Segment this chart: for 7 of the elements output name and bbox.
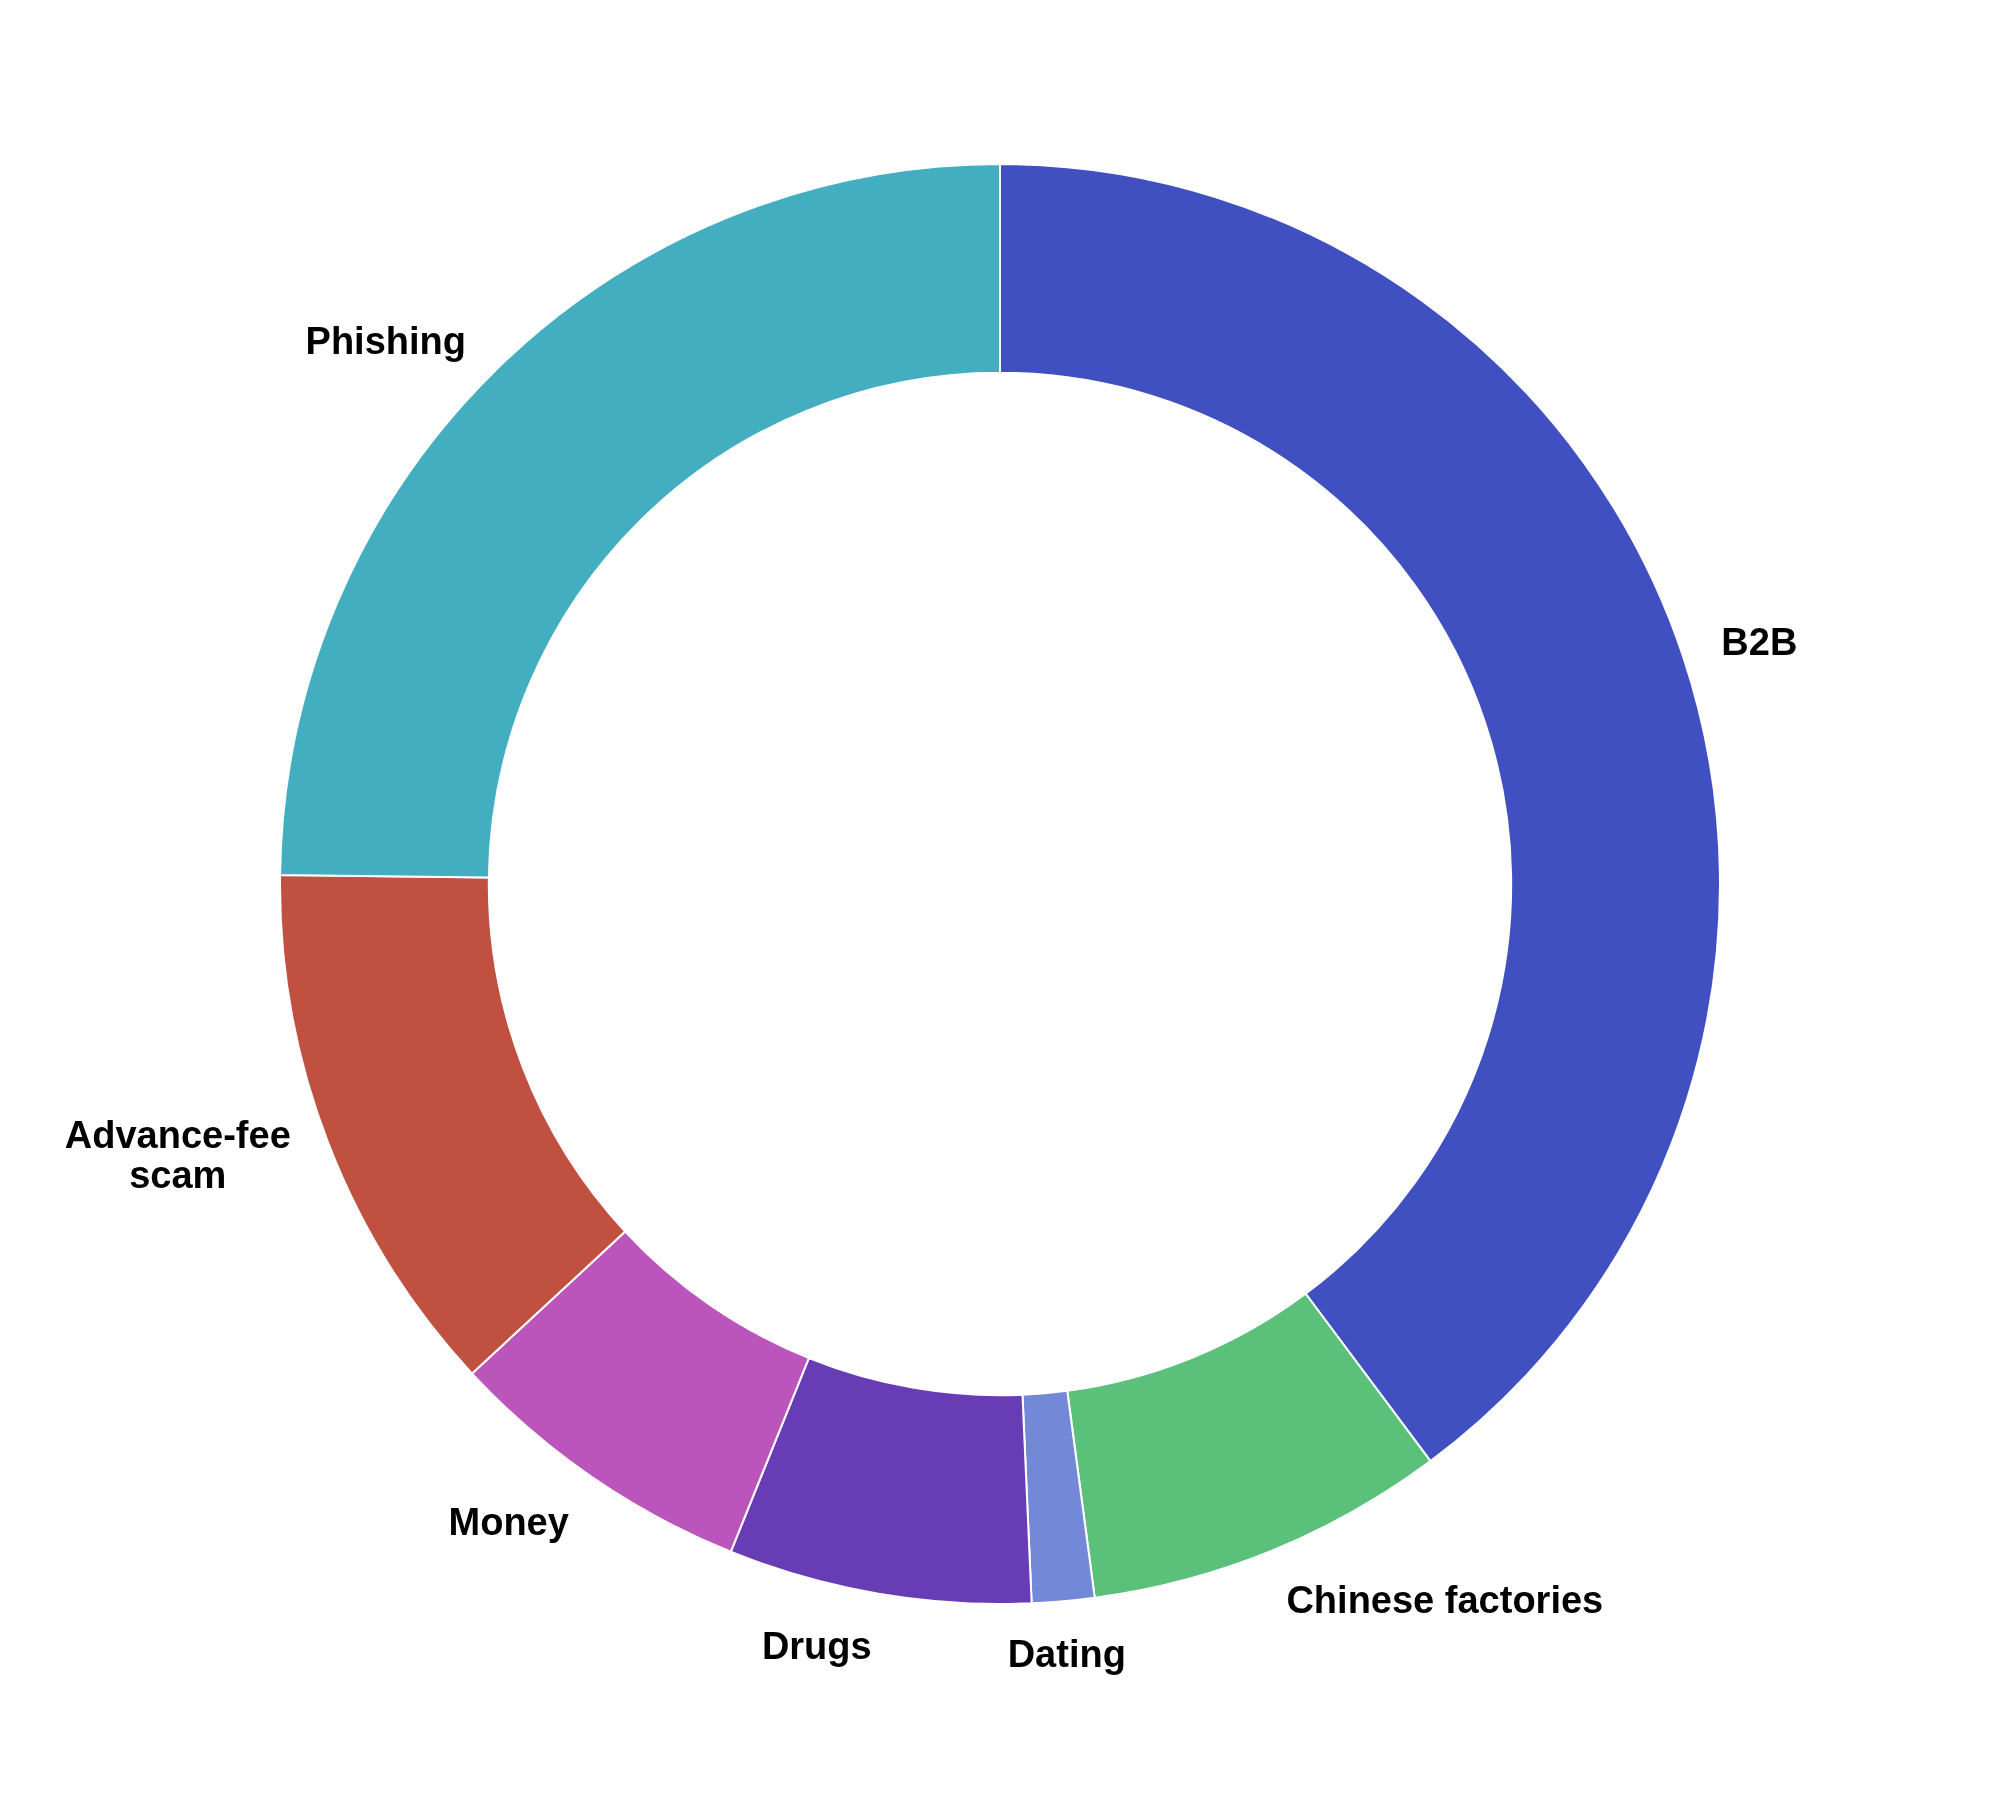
slice-label: Phishing [305, 319, 466, 362]
slice-label: Advance-fee scam [64, 1113, 291, 1196]
slice-label: Drugs [761, 1624, 872, 1667]
slice-label: Chinese factories [1286, 1579, 1604, 1622]
slice-label: Money [448, 1501, 569, 1544]
slice-label: B2B [1721, 621, 1798, 664]
slice-label: Dating [1007, 1632, 1126, 1675]
